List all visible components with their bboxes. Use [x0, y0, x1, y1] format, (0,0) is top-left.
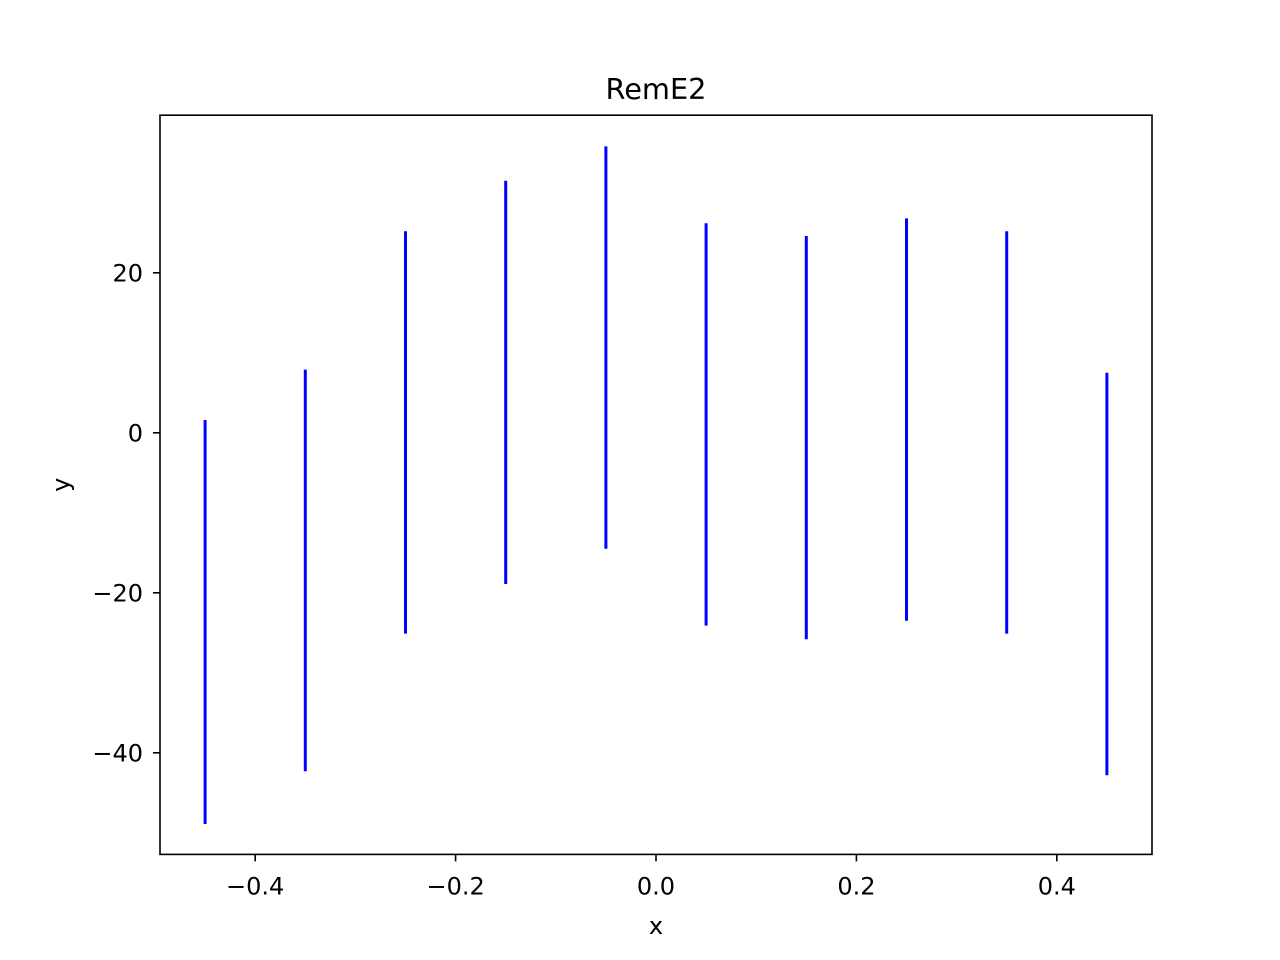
x-tick-label: 0.4 — [1038, 872, 1076, 900]
x-axis-label: x — [649, 912, 663, 940]
x-axis-ticks: −0.4 −0.2 0.0 0.2 0.4 — [226, 854, 1076, 900]
x-tick-label: 0.2 — [837, 872, 875, 900]
x-tick-label: 0.0 — [637, 872, 675, 900]
y-tick-label: −20 — [92, 579, 143, 607]
y-axis-ticks: −40 −20 0 20 — [92, 259, 160, 767]
x-tick-label: −0.4 — [226, 872, 284, 900]
x-tick-label: −0.2 — [426, 872, 484, 900]
chart-title: RemE2 — [606, 72, 707, 106]
error-bars — [203, 146, 1109, 824]
y-axis-label: y — [47, 478, 75, 492]
y-tick-label: 20 — [112, 259, 143, 287]
y-tick-label: −40 — [92, 739, 143, 767]
y-tick-label: 0 — [128, 419, 143, 447]
